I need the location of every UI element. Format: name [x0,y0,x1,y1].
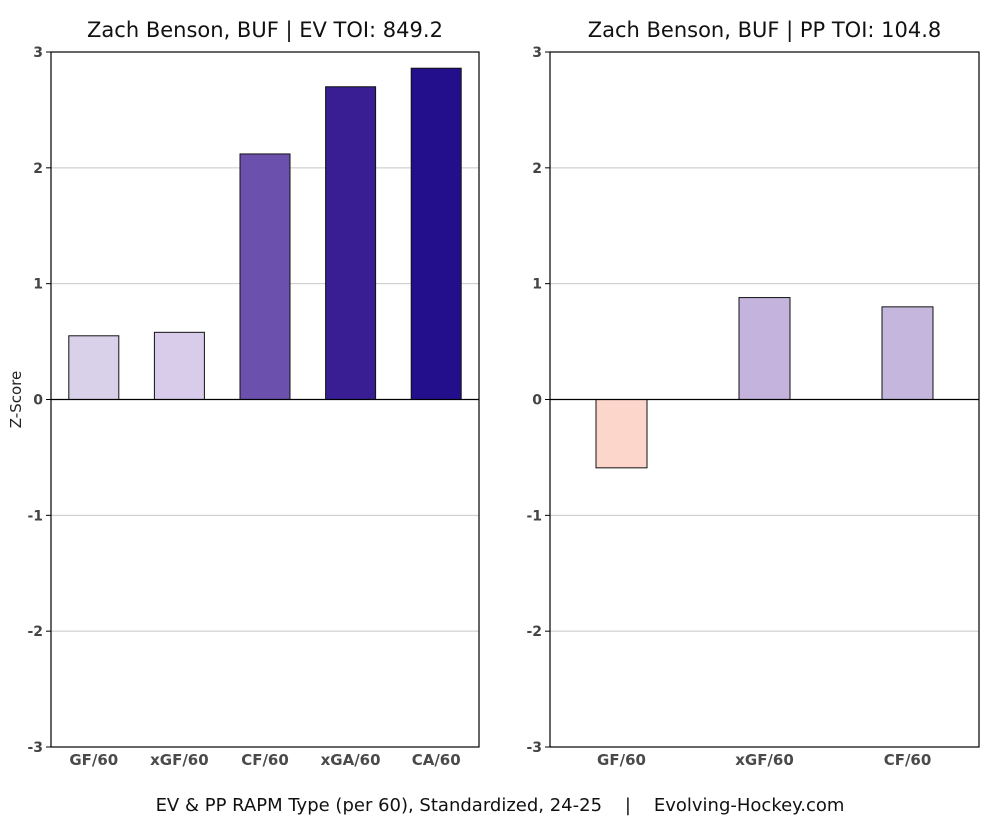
y-tick-label: 1 [532,277,542,293]
bar-xgf-60 [153,331,205,401]
y-tick-label: 0 [33,393,43,409]
y-tick-label: -2 [27,624,43,640]
x-tick-label: xGF/60 [150,751,209,769]
x-tick-label: CA/60 [412,751,461,769]
y-tick-label: 1 [33,277,43,293]
bar-xga-60 [325,86,377,400]
x-tick-label: GF/60 [69,751,118,769]
y-tick-label: 2 [532,161,542,177]
bar-cf-60 [239,153,291,400]
y-tick-label: -3 [526,740,542,756]
bar-gf-60 [68,335,120,400]
chart-panel-2: GF/60 xGF/60 CF/60 -3 -2 -1 0 1 2 3 Zach Benson, B… [526,18,980,769]
x-tick-label: xGA/60 [321,751,381,769]
y-tick-label: -3 [27,740,43,756]
bar-xgf-60 [738,297,791,401]
x-tick-label: xGF/60 [735,751,794,769]
x-tick-label: GF/60 [597,751,646,769]
y-tick-label: 3 [532,45,542,61]
y-axis-label: Z-Score [7,371,25,428]
y-tick-label: -1 [27,508,43,524]
bar-ca-60 [410,67,462,400]
y-tick-label: 3 [33,45,43,61]
x-tick-label: CF/60 [884,751,932,769]
figure-caption: EV & PP RAPM Type (per 60), Standardized… [156,795,845,816]
bar-gf-60 [595,399,648,469]
chart-title: Zach Benson, BUF | EV TOI: 849.2 [87,18,443,43]
chart-panel-1: GF/60 xGF/60 CF/60 xGA/60 CA/60 -3 -2 -1 0 1 2 3 Zac… [7,18,480,769]
bar-cf-60 [881,306,934,401]
chart-title: Zach Benson, BUF | PP TOI: 104.8 [588,18,942,43]
x-tick-label: CF/60 [241,751,289,769]
y-tick-label: -1 [526,508,542,524]
y-tick-label: 0 [532,393,542,409]
y-tick-label: 2 [33,161,43,177]
y-tick-label: -2 [526,624,542,640]
